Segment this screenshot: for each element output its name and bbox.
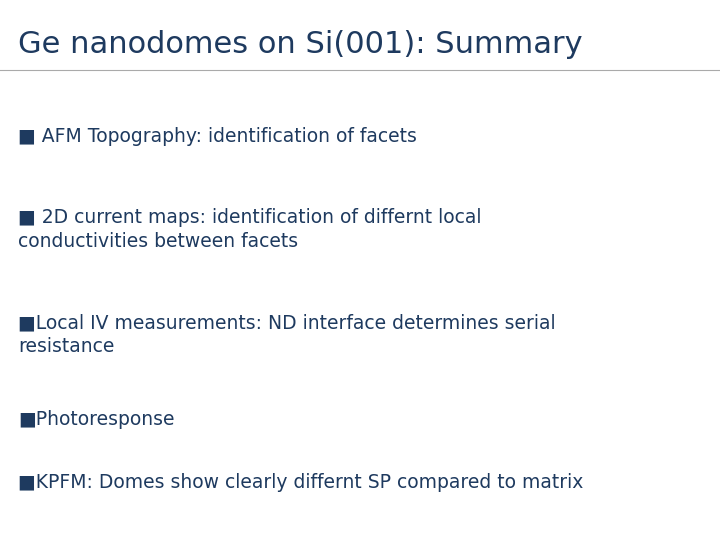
Text: Ge nanodomes on Si(001): Summary: Ge nanodomes on Si(001): Summary — [18, 30, 582, 59]
Text: ■Local IV measurements: ND interface determines serial
resistance: ■Local IV measurements: ND interface det… — [18, 313, 556, 356]
Text: ■ AFM Topography: identification of facets: ■ AFM Topography: identification of face… — [18, 127, 417, 146]
Text: ■ 2D current maps: identification of differnt local
conductivities between facet: ■ 2D current maps: identification of dif… — [18, 208, 482, 251]
Text: ■Photoresponse: ■Photoresponse — [18, 410, 174, 429]
Text: ■KPFM: Domes show clearly differnt SP compared to matrix: ■KPFM: Domes show clearly differnt SP co… — [18, 472, 583, 491]
